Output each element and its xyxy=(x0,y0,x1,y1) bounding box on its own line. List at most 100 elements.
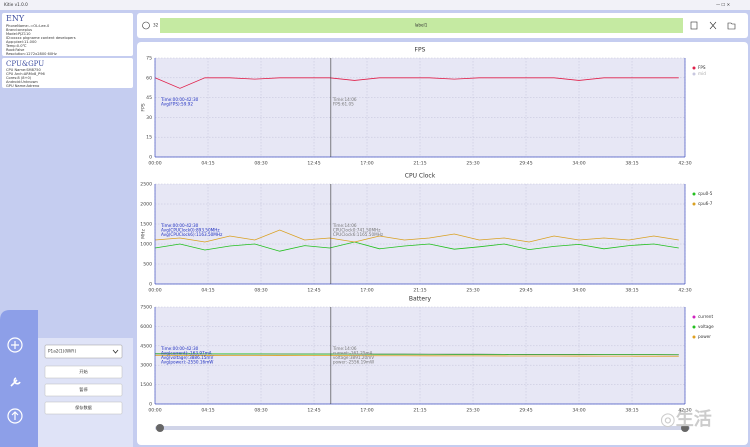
legend-label: cpu0-5 xyxy=(698,191,713,196)
summary-text: Time:00:00-42:30 xyxy=(160,346,199,351)
x-tick-label: 17:00 xyxy=(360,161,373,167)
chart-title: Battery xyxy=(409,296,432,303)
x-tick-label: 42:30 xyxy=(678,161,691,167)
cpu-info: CPU Arch:ARMv8_P96 xyxy=(6,72,45,76)
legend-label: mid xyxy=(698,71,706,76)
x-tick-label: 34:00 xyxy=(572,161,585,167)
y-axis-label: FPS xyxy=(141,103,147,111)
button[interactable] xyxy=(44,383,123,397)
x-tick-label: 08:30 xyxy=(254,161,267,167)
legend-label: power xyxy=(698,334,711,339)
y-tick-label: 75 xyxy=(146,56,152,62)
summary-text: Avg(CPUClock6):1163.50MHz xyxy=(161,232,223,237)
upload-icon[interactable] xyxy=(7,408,23,424)
x-tick-label: 34:00 xyxy=(572,408,585,414)
x-tick-label: 00:00 xyxy=(148,288,161,294)
button-label: 开始 xyxy=(79,368,88,375)
cut-icon[interactable] xyxy=(709,21,717,30)
x-tick-label: 29:45 xyxy=(519,408,532,414)
y-tick-label: 7500 xyxy=(140,305,152,311)
folder-icon[interactable] xyxy=(727,22,736,30)
cursor-text: CPUClock6:1165.50MHz xyxy=(333,232,384,237)
clock-icon[interactable] xyxy=(142,21,150,30)
label-bar xyxy=(160,18,683,33)
x-tick-label: 29:45 xyxy=(519,161,532,167)
save-icon[interactable] xyxy=(690,21,698,30)
y-axis-label: MHz xyxy=(141,229,147,239)
y-tick-label: 3000 xyxy=(140,363,152,369)
series-line xyxy=(154,77,679,89)
cpu-panel xyxy=(2,58,133,88)
device-info: App:pixel:11.000 xyxy=(6,40,37,44)
x-tick-label: 00:00 xyxy=(148,161,161,167)
summary-text: Avg(power):-2550.16mW xyxy=(161,360,213,365)
x-tick-label: 08:30 xyxy=(254,408,267,414)
series-line xyxy=(155,354,679,357)
cursor-text: Time:14:06 xyxy=(332,97,357,102)
y-tick-label: 1000 xyxy=(140,242,152,248)
y-tick-label: 60 xyxy=(146,75,152,81)
select-arrow xyxy=(112,349,119,354)
legend-swatch xyxy=(692,72,696,76)
x-tick-label: 38:15 xyxy=(625,408,638,414)
series-line xyxy=(155,353,679,356)
x-tick-label: 21:15 xyxy=(413,161,426,167)
legend-label: cpu6-7 xyxy=(698,201,713,206)
cursor-text: Time:14:06 xyxy=(332,346,357,351)
x-tick-label: 38:15 xyxy=(625,288,638,294)
y-tick-label: 1500 xyxy=(140,382,152,388)
device-info: Brand:oneplus xyxy=(6,28,32,32)
cpu-info: CPU Name:SM8750 xyxy=(6,68,42,72)
legend-label: current xyxy=(698,314,713,319)
cursor-text: voltage:3891.20mV xyxy=(333,355,374,360)
cpu-info: GPU Name:Adreno xyxy=(6,84,39,88)
tool-icon[interactable] xyxy=(10,377,21,387)
summary-text: Time:00:00-42:30 xyxy=(160,223,199,228)
y-tick-label: 2500 xyxy=(140,182,152,188)
slider-end[interactable] xyxy=(681,424,689,432)
cursor-text: power:-2556.19mW xyxy=(333,360,374,365)
device-heading: ENY xyxy=(6,14,25,23)
add-icon[interactable] xyxy=(7,337,23,353)
legend-label: FPS xyxy=(698,65,706,70)
device-info: Resolution:1272x2800 60Hz xyxy=(6,52,57,56)
x-tick-label: 25:30 xyxy=(466,288,479,294)
x-tick-label: 34:00 xyxy=(572,288,585,294)
watermark: ◎生活 xyxy=(660,408,712,430)
device-select[interactable] xyxy=(44,344,123,359)
add-icon-plus xyxy=(11,341,19,349)
button-label: 暂停 xyxy=(79,386,87,393)
cursor-text: current:-161.25mA xyxy=(333,351,373,356)
x-tick-label: 00:00 xyxy=(148,408,161,414)
button[interactable] xyxy=(44,365,123,379)
device-info: Temp:0.0℃ xyxy=(5,44,27,48)
y-tick-label: 0 xyxy=(149,155,152,161)
legend-swatch xyxy=(692,192,696,196)
window-title: Kitie v1.0.0 xyxy=(4,2,28,7)
x-tick-label: 08:30 xyxy=(254,288,267,294)
x-tick-label: 38:15 xyxy=(625,161,638,167)
window-controls[interactable]: — ☐ ✕ xyxy=(716,2,730,7)
slider-start[interactable] xyxy=(156,424,164,432)
cursor-text: CPUClock0:741.50MHz xyxy=(333,228,381,233)
device-info: Root:False xyxy=(6,48,25,52)
title-bar xyxy=(0,0,750,10)
x-tick-label: 21:15 xyxy=(413,288,426,294)
y-tick-label: 2000 xyxy=(140,202,152,208)
x-tick-label: 12:45 xyxy=(307,288,320,294)
cursor-text: FPS:61.05 xyxy=(333,102,354,107)
series-line xyxy=(154,241,679,252)
summary-text: Avg(FPS):59.92 xyxy=(161,102,193,107)
legend-swatch xyxy=(692,66,696,70)
x-tick-label: 04:15 xyxy=(201,408,214,414)
legend-label: voltage xyxy=(698,324,714,329)
button[interactable] xyxy=(44,401,123,415)
cpu-heading: CPU&GPU xyxy=(6,60,44,68)
summary-text: Avg(CPUClock0):893.50MHz xyxy=(161,228,220,233)
x-tick-label: 17:00 xyxy=(360,408,373,414)
series-line xyxy=(154,229,679,243)
x-tick-label: 29:45 xyxy=(519,288,532,294)
summary-text: Time:00:00-42:30 xyxy=(160,97,199,102)
